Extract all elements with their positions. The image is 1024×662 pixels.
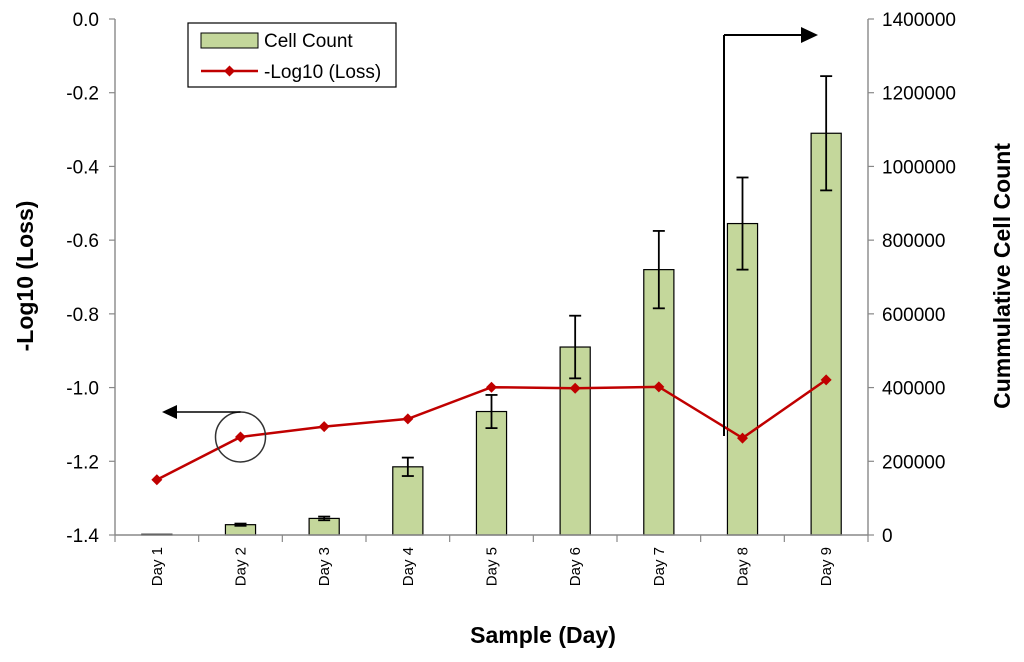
right-tick-label: 600000 (882, 305, 945, 326)
right-tick-label: 800000 (882, 231, 945, 252)
x-tick-label: Day 5 (484, 547, 501, 586)
loss-marker-1 (151, 474, 163, 486)
left-arrow-head (162, 405, 177, 419)
right-tick-label: 400000 (882, 379, 945, 400)
axes-layer (109, 18, 874, 542)
bar-5 (475, 410, 508, 536)
loss-marker-7 (653, 381, 665, 393)
bar-7 (643, 269, 675, 536)
x-tick-label: Day 4 (400, 547, 417, 586)
x-axis-title: Sample (Day) (470, 622, 616, 648)
bar-9 (810, 132, 842, 536)
bar-4 (392, 466, 424, 536)
loss-marker-6 (569, 382, 581, 394)
right-tick-label: 1200000 (882, 84, 956, 105)
bars-layer (141, 132, 842, 536)
right-axis-title: Cummulative Cell Count (989, 143, 1015, 409)
left-tick-label: -0.4 (66, 157, 99, 178)
legend-bar-swatch (200, 32, 259, 49)
x-tick-label: Day 6 (567, 547, 584, 586)
right-tick-label: 200000 (882, 452, 945, 473)
loss-marker-3 (318, 421, 330, 433)
right-arrow-head (801, 27, 818, 43)
loss-marker-8 (737, 432, 748, 444)
tick-labels-layer: 0.0 -0.2 -0.4 -0.6 -0.8 -1.0 -1.2 -1.4 0 200000 40… (66, 10, 956, 586)
annotations-layer (162, 27, 818, 463)
loss-marker-2 (235, 431, 246, 443)
x-tick-label: Day 1 (149, 547, 166, 586)
legend-line-marker (224, 65, 235, 77)
loss-marker-4 (402, 413, 414, 425)
legend-label-loss: -Log10 (Loss) (264, 62, 381, 83)
left-axis-title: -Log10 (Loss) (12, 201, 38, 352)
legend-label-cell-count: Cell Count (264, 31, 353, 52)
left-tick-label: -0.6 (66, 231, 99, 252)
right-tick-label: 1000000 (882, 157, 956, 178)
legend: Cell Count -Log10 (Loss) (187, 22, 397, 88)
x-tick-label: Day 7 (651, 547, 668, 586)
right-tick-label: 0 (882, 526, 893, 547)
left-tick-label: -0.2 (66, 84, 99, 105)
x-tick-label: Day 3 (316, 547, 333, 586)
loss-marker-9 (820, 374, 832, 386)
right-tick-label: 1400000 (882, 10, 956, 31)
x-tick-label: Day 2 (233, 547, 250, 586)
left-tick-label: -1.4 (66, 526, 99, 547)
bar-8 (726, 222, 759, 536)
x-tick-label: Day 8 (735, 547, 752, 586)
left-tick-label: 0.0 (73, 10, 99, 31)
left-tick-label: -0.8 (66, 305, 99, 326)
loss-line-layer (151, 374, 832, 486)
error-bars-layer (234, 75, 833, 527)
x-tick-label: Day 9 (818, 547, 835, 586)
loss-marker-5 (486, 381, 497, 393)
left-tick-label: -1.0 (66, 379, 99, 400)
left-tick-label: -1.2 (66, 452, 99, 473)
